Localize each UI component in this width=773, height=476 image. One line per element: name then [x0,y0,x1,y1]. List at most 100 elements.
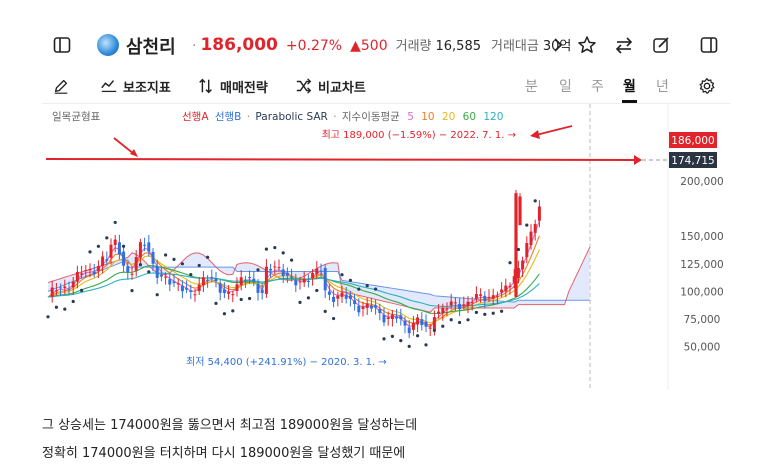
sar-dot [105,236,109,240]
chart-toolbar: 보조지표 매매전략 비교차트 분 일 주 월 년 [42,68,730,104]
candle-body [248,277,252,279]
candle-body [294,279,298,286]
candle-body [514,193,518,297]
caption-line-1: 그 상승세는 174000원을 뚫으면서 최고점 189000원을 달성하는데 [42,418,418,433]
compare-chart-button[interactable]: 비교차트 [295,74,366,98]
sar-dot [290,258,294,262]
candle-body [537,206,541,221]
sar-dot [416,334,420,338]
candle-body [487,296,491,298]
edit-button[interactable] [649,33,673,57]
sar-dot [441,324,445,328]
y-tick-label: 200,000 [680,176,723,188]
candle-body [50,287,54,297]
candle-body [84,270,88,272]
sar-dot [483,312,487,316]
candle-body [231,294,235,296]
ichimoku-cloud [48,247,590,313]
candle-body [411,322,415,330]
indicator-line-icon [101,80,117,93]
sidebar-toggle-button[interactable] [50,33,74,57]
chart-settings-button[interactable] [698,74,721,98]
candle-body [281,269,285,276]
candle-body [197,284,201,292]
annotation-arrow-right [535,125,573,136]
candle-body [390,314,394,320]
favorite-button[interactable] [575,33,599,57]
sar-dot [122,244,126,248]
sar-dot [172,257,176,261]
candle-body [344,294,348,299]
candle-body [449,301,453,306]
sar-dot [248,296,252,301]
legend-ema-10: 10 [421,111,434,123]
company-logo [97,34,119,56]
candle-body [189,290,193,292]
price-chart[interactable]: 일목균형표 선행A 선행B · Parabolic SAR · 지수이동평균 5… [42,104,730,390]
candle-body [67,289,71,291]
sar-dot [214,301,218,305]
current-price-tag [669,132,717,148]
sar-dot [432,328,436,333]
candle-body [147,242,151,252]
indicator-title: 일목균형표 [52,110,101,123]
candle-body [168,279,172,285]
sar-dot [189,272,193,277]
candle-body [470,302,474,304]
period-day[interactable]: 일 [559,79,572,95]
candle-body [348,295,352,299]
candle-body [365,303,369,309]
sar-dot [399,339,403,343]
candle-body [495,295,499,297]
candle-body [71,281,75,288]
stock-name[interactable]: 삼천리 [126,37,176,58]
sub-indicator-button[interactable]: 보조지표 [100,74,171,98]
candle-body [273,266,277,268]
candle-body [382,314,386,323]
candle-body [533,224,537,233]
candle-body [441,308,445,314]
candle-body [479,294,483,296]
pen-icon [54,79,68,94]
sar-dot [281,251,285,255]
candle-body [164,276,168,278]
sar-dot [525,223,529,227]
sar-dot [96,244,100,248]
trade-strategy-button[interactable]: 매매전략 [197,74,268,98]
sar-dot [206,255,210,259]
compare-chart-label: 비교차트 [318,80,366,96]
candle-body [285,272,289,276]
sar-dot [474,310,478,314]
period-minute[interactable]: 분 [525,79,538,95]
period-week[interactable]: 주 [591,79,604,95]
candle-body [399,315,403,320]
period-year[interactable]: 년 [656,79,669,95]
candle-body [395,316,399,319]
candle-body [159,274,163,277]
candle-body [500,289,504,293]
switch-stock-button[interactable] [612,33,636,57]
volume-label: 거래량 [395,39,432,54]
draw-tool-button[interactable] [52,74,75,98]
candle-body [453,302,457,304]
panel-right-toggle-button[interactable] [697,33,721,57]
period-month[interactable]: 월 [622,76,637,103]
sar-dot [323,309,327,313]
sar-dot [357,287,361,291]
candle-body [407,327,411,334]
sar-dot [197,263,201,268]
sar-dot [264,247,268,251]
change-amount: ▲500 [350,38,388,54]
sar-dot [466,318,470,322]
candle-body [210,277,214,279]
candle-body [357,305,361,313]
sar-dot [491,311,495,315]
swap-arrows-icon [615,37,633,54]
sar-dot [458,320,462,325]
sar-dot [306,296,310,300]
candle-body [525,243,529,258]
current-price: 186,000 [200,35,278,55]
expand-info-button[interactable] [546,33,570,57]
